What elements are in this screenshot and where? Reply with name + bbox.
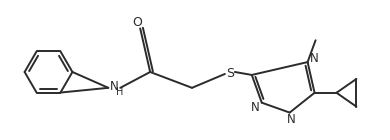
Text: N: N xyxy=(287,113,296,126)
Text: O: O xyxy=(132,16,142,29)
Text: N: N xyxy=(310,52,319,65)
Text: N: N xyxy=(250,101,259,114)
Text: H: H xyxy=(116,87,124,97)
Text: S: S xyxy=(226,67,234,80)
Text: N: N xyxy=(110,80,119,93)
